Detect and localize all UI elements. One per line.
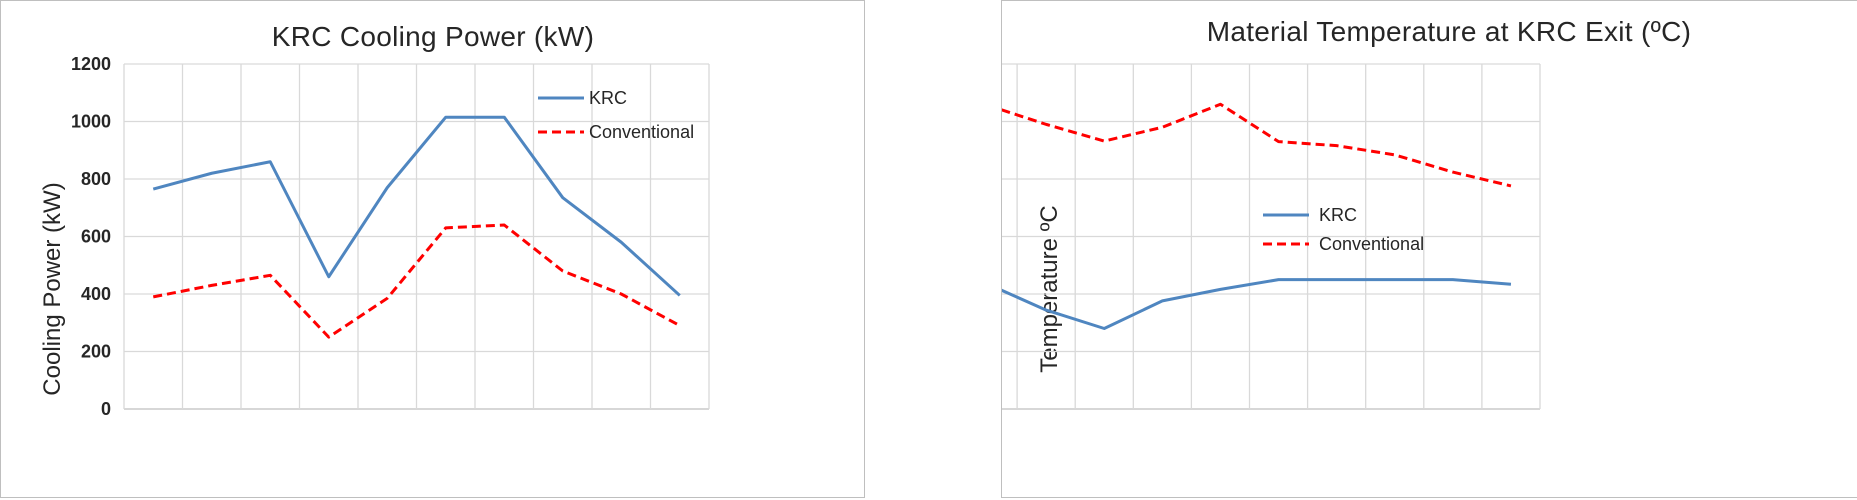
legend-label-conventional: Conventional: [1319, 234, 1424, 254]
y-tick-label: 1000: [71, 112, 111, 132]
y-axis-label: Cooling Power (kW): [39, 182, 66, 395]
y-axis-label: Temperature ºC: [1036, 205, 1063, 373]
legend-label-krc: KRC: [589, 88, 627, 108]
legend-label-conventional: Conventional: [589, 122, 694, 142]
chart-title: KRC Cooling Power (kW): [272, 21, 594, 52]
material-temperature-chart: Material Temperature at KRC Exit (ºC) Te…: [1002, 16, 1692, 410]
y-tick-label: 1200: [71, 54, 111, 74]
series-line-krc: [152, 115, 681, 297]
series-line-krc: [1002, 278, 1512, 330]
y-tick-label: 200: [81, 342, 111, 362]
cooling-power-chart-panel: KRC Cooling Power (kW) Cooling Power (kW…: [0, 0, 865, 498]
chart-title: Material Temperature at KRC Exit (ºC): [1207, 16, 1692, 47]
series-line-conventional: [152, 223, 681, 339]
legend-label-krc: KRC: [1319, 205, 1357, 225]
y-tick-label: 600: [81, 227, 111, 247]
cooling-power-chart: KRC Cooling Power (kW) Cooling Power (kW…: [39, 21, 710, 419]
y-tick-label: 400: [81, 284, 111, 304]
material-temperature-chart-panel: Material Temperature at KRC Exit (ºC) Te…: [1001, 0, 1857, 498]
y-tick-label: 0: [101, 399, 111, 419]
series-line-conventional: [1002, 102, 1512, 188]
y-tick-label: 800: [81, 169, 111, 189]
